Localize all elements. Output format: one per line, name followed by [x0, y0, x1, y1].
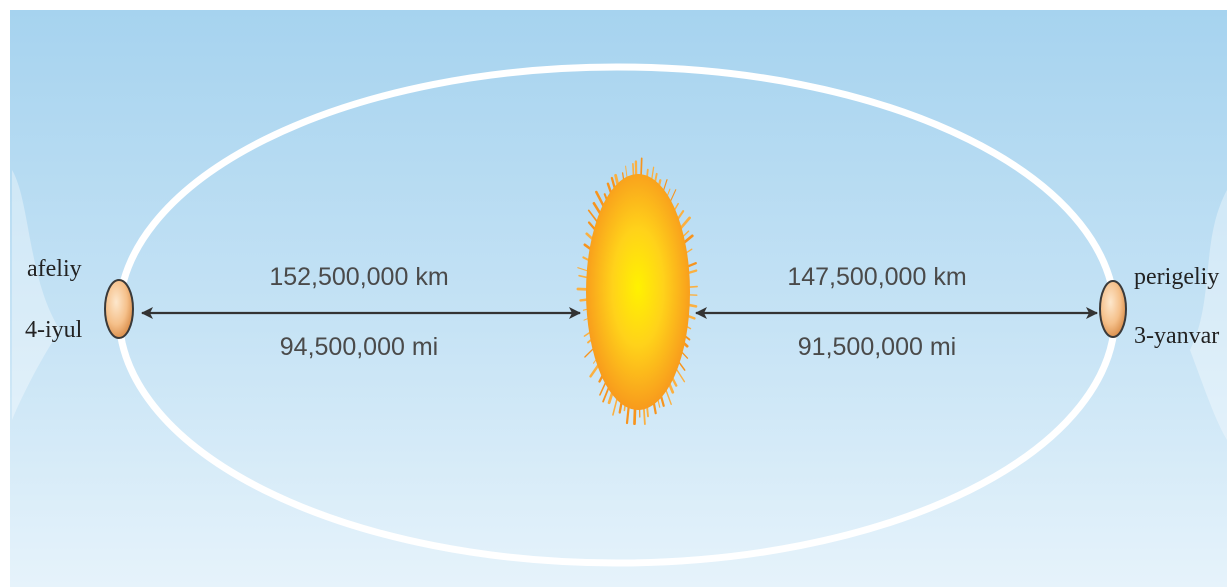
- perihelion-distance-km: 147,500,000 km: [787, 263, 966, 291]
- sun-flare: [587, 209, 599, 224]
- sun-flare: [675, 367, 686, 383]
- sun: [576, 157, 698, 426]
- aphelion-label: afeliy: [27, 256, 82, 282]
- perihelion-label: perigeliy: [1134, 264, 1219, 290]
- sun-body: [586, 174, 690, 410]
- cloud-wisp-left: [12, 170, 60, 420]
- aphelion-distance-km: 152,500,000 km: [269, 263, 448, 291]
- perihelion-date: 3-yanvar: [1134, 323, 1219, 349]
- aphelion-date: 4-iyul: [25, 317, 83, 343]
- perihelion-distance-mi: 91,500,000 mi: [798, 333, 956, 361]
- aphelion-distance-mi: 94,500,000 mi: [280, 333, 438, 361]
- sun-flare: [678, 216, 691, 231]
- sun-flare: [584, 347, 595, 358]
- earth-at-perihelion: [1099, 280, 1127, 338]
- sun-flare: [589, 363, 601, 378]
- earth-at-aphelion: [104, 279, 134, 339]
- cloud-wisp-right: [1190, 190, 1227, 440]
- sun-flare: [577, 267, 589, 272]
- sun-flare: [595, 190, 606, 209]
